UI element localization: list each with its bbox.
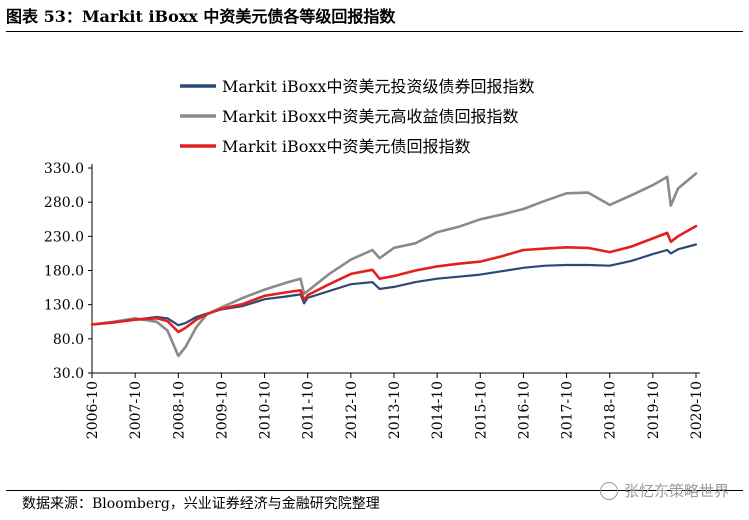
y-tick-label: 330.0 [44, 161, 84, 177]
legend-label-0: Markit iBoxx中资美元投资级债券回报指数 [222, 77, 534, 96]
x-axis: 2006-10 2007-10 2008-10 2009-10 2010-10 2011-… [85, 372, 705, 439]
wechat-logo-icon [599, 481, 618, 500]
chart-legend: Markit iBoxx中资美元投资级债券回报指数 Markit iBoxx中资美… [180, 77, 534, 156]
x-tick-label: 2018-10 [603, 381, 619, 439]
watermark-text: 张忆东策略世界 [623, 482, 729, 500]
x-tick-label: 2016-10 [516, 381, 532, 439]
chart-title: 图表 53：Markit iBoxx 中资美元债各等级回报指数 [6, 7, 396, 26]
x-tick-label: 2013-10 [387, 381, 403, 439]
plot-area [90, 172, 698, 358]
y-axis: 30.0 80.0 130.0 180.0 230.0 280.0 330.0 [44, 161, 93, 382]
x-tick-label: 2008-10 [171, 381, 187, 439]
line-chart: Markit iBoxx中资美元投资级债券回报指数 Markit iBoxx中资美… [44, 77, 705, 439]
x-tick-label: 2014-10 [430, 381, 446, 439]
legend-label-1: Markit iBoxx中资美元高收益债回报指数 [222, 107, 518, 126]
x-tick-label: 2012-10 [344, 381, 360, 439]
x-tick-label: 2006-10 [85, 381, 101, 439]
y-tick-label: 180.0 [44, 264, 84, 280]
legend-label-2: Markit iBoxx中资美元债回报指数 [222, 137, 470, 156]
y-tick-label: 280.0 [44, 195, 84, 211]
y-tick-label: 230.0 [44, 229, 84, 245]
x-tick-label: 2010-10 [258, 381, 274, 439]
x-tick-label: 2015-10 [473, 381, 489, 439]
y-tick-label: 80.0 [53, 332, 84, 348]
title-divider [6, 31, 743, 32]
series-line-0 [90, 243, 698, 327]
data-source-note: 数据来源：Bloomberg，兴业证券经济与金融研究院整理 [22, 496, 380, 512]
x-tick-label: 2007-10 [128, 381, 144, 439]
watermark: 张忆东策略世界 [599, 480, 729, 501]
x-tick-label: 2019-10 [646, 381, 662, 439]
series-line-1 [90, 172, 698, 358]
source-divider [6, 490, 743, 491]
y-tick-label: 130.0 [44, 298, 84, 314]
x-tick-label: 2009-10 [214, 381, 230, 439]
x-tick-label: 2020-10 [689, 381, 705, 439]
y-tick-label: 30.0 [53, 366, 84, 382]
x-tick-label: 2017-10 [560, 381, 576, 439]
series-line-2 [90, 224, 698, 334]
x-tick-label: 2011-10 [301, 381, 317, 439]
